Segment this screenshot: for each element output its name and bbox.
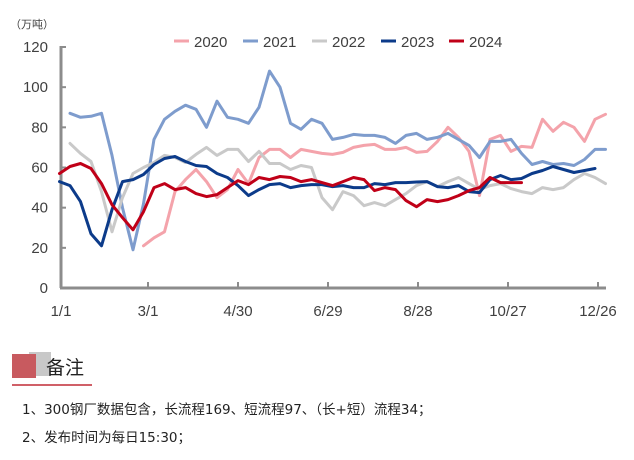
y-tick-label: 20 (31, 240, 48, 257)
series-line-2022 (68, 141, 607, 234)
legend-label-2023: 2023 (401, 34, 434, 51)
y-tick-label: 40 (31, 200, 48, 217)
legend-label-2021: 2021 (263, 34, 296, 51)
note-line-2: 2、发布时间为每日15:30； (22, 430, 191, 446)
notes-title: 备注 (46, 357, 85, 379)
note-line-1: 1、300钢厂数据包含，长流程169、短流程97、（长+短）流程34； (22, 402, 432, 418)
y-tick-label: 120 (23, 39, 48, 56)
notes-square-icon (12, 354, 36, 378)
x-tick-label: 1/1 (51, 303, 72, 320)
x-tick-label: 6/29 (313, 303, 342, 320)
x-axis: 1/1 3/1 4/30 6/29 8/28 10/27 12/26 (51, 282, 617, 320)
x-tick-label: 12/26 (579, 303, 617, 320)
series-line-2024 (58, 162, 523, 232)
x-tick-label: 4/30 (223, 303, 252, 320)
legend-label-2020: 2020 (194, 34, 227, 51)
y-tick-label: 100 (23, 79, 48, 96)
x-tick-label: 10/27 (489, 303, 527, 320)
x-tick-label: 8/28 (403, 303, 432, 320)
legend-label-2022: 2022 (332, 34, 365, 51)
legend-label-2024: 2024 (469, 34, 502, 51)
legend: 2020 2021 2022 2023 2024 (174, 34, 502, 51)
series-line-2020 (142, 112, 607, 248)
y-tick-label: 60 (31, 160, 48, 177)
series-lines (58, 69, 607, 252)
y-tick-label: 0 (40, 280, 48, 297)
y-axis-unit-label: （万吨） (10, 18, 54, 31)
x-tick-label: 3/1 (138, 303, 159, 320)
series-line-2021 (68, 69, 607, 252)
y-axis: 0 20 40 60 80 100 120 (23, 39, 66, 297)
y-tick-label: 80 (31, 119, 48, 136)
notes-header: 备注 (12, 350, 92, 386)
